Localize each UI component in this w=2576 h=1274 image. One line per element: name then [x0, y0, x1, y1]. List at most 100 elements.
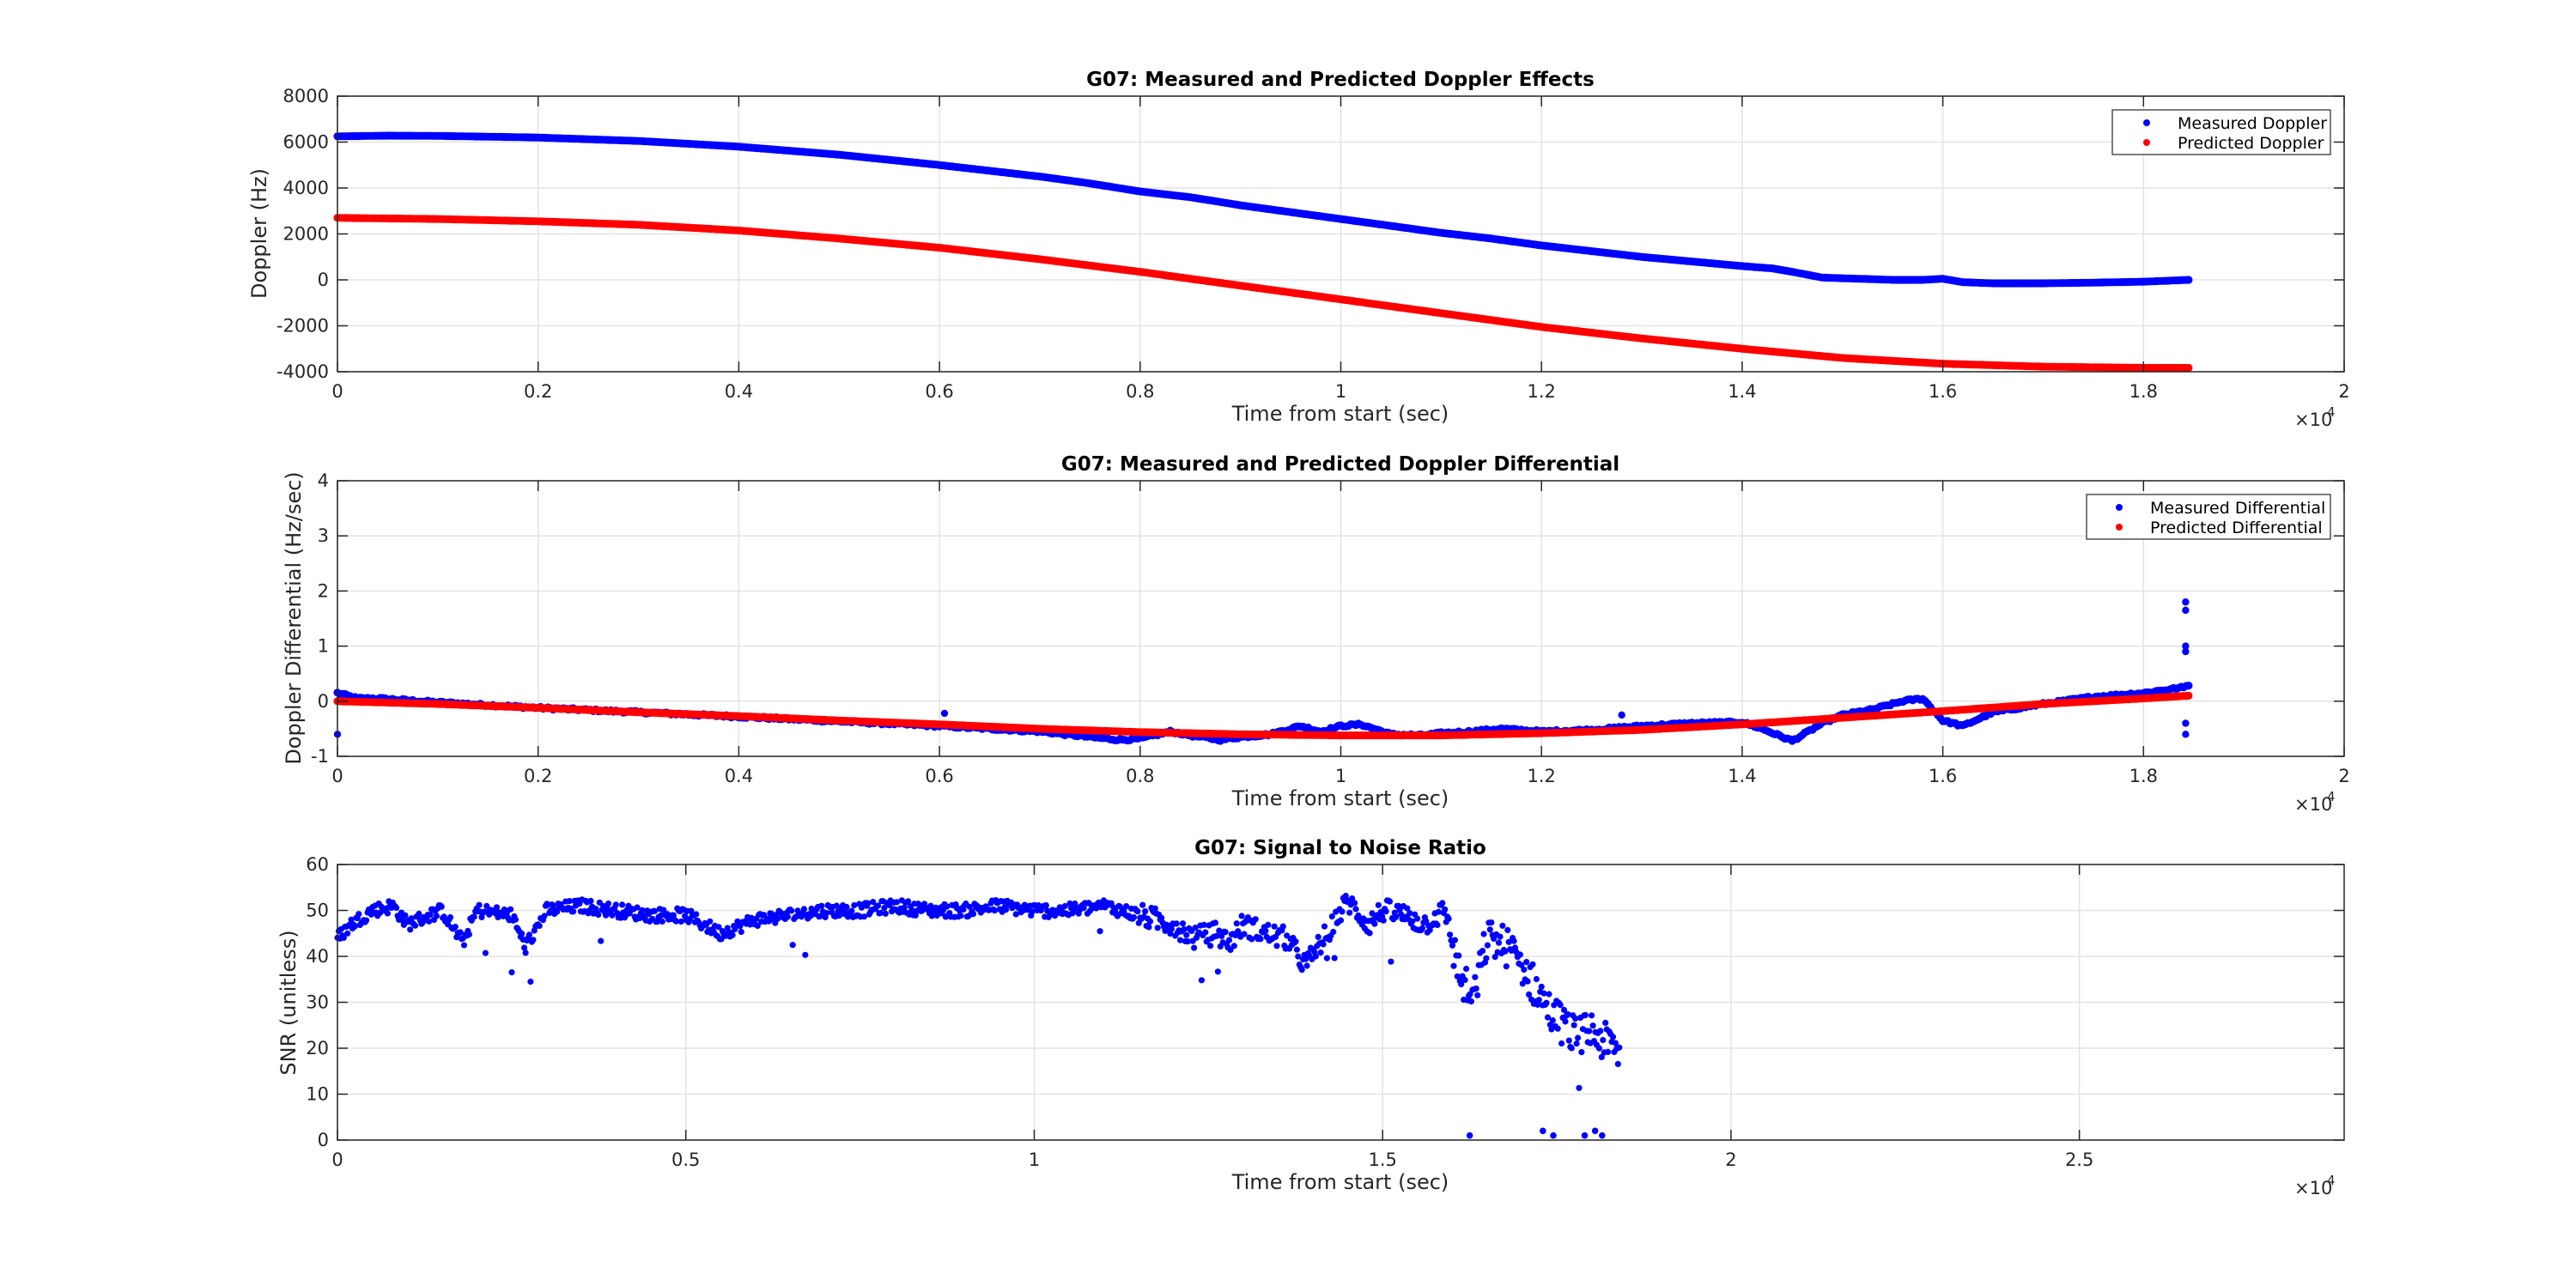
data-point: [1292, 938, 1299, 945]
data-point: [991, 907, 998, 914]
data-point: [1198, 977, 1205, 984]
data-point: [1293, 946, 1300, 953]
data-point: [1454, 973, 1461, 980]
snr-series: [334, 892, 1623, 1139]
data-point: [595, 911, 602, 919]
data-point: [944, 903, 951, 910]
data-point: [870, 899, 877, 906]
data-point: [438, 903, 445, 910]
data-point: [2184, 276, 2193, 284]
data-point: [1455, 952, 1462, 959]
data-point: [384, 910, 391, 917]
data-point: [587, 897, 594, 904]
data-point: [605, 901, 612, 907]
data-point: [1589, 1012, 1595, 1019]
data-point: [570, 908, 577, 915]
data-point: [818, 902, 825, 909]
measured-doppler-series: [333, 131, 2193, 288]
data-point: [1516, 951, 1523, 958]
data-point: [653, 919, 661, 925]
data-point: [1409, 918, 1416, 925]
low-snr-point: [1550, 1131, 1557, 1139]
x-tick-label: 1.4: [1728, 766, 1756, 786]
data-point: [1492, 954, 1498, 961]
data-point: [1042, 901, 1049, 909]
data-point: [493, 904, 501, 911]
data-point: [1303, 962, 1310, 969]
data-point: [1463, 965, 1470, 973]
data-point: [677, 918, 684, 925]
y-tick-label: 30: [306, 992, 329, 1013]
data-point: [1458, 980, 1465, 988]
data-point: [402, 912, 409, 919]
data-point: [507, 906, 514, 913]
data-point: [1241, 931, 1248, 937]
data-point: [1312, 953, 1319, 960]
data-point: [527, 978, 534, 986]
x-exponent-label: ×10 4: [2294, 789, 2336, 815]
x-tick-label: 1: [1335, 766, 1346, 786]
data-point: [877, 909, 884, 916]
data-point: [1158, 914, 1165, 921]
low-snr-point: [1591, 1127, 1599, 1135]
data-point: [619, 901, 626, 908]
data-point: [1371, 920, 1378, 927]
data-point: [670, 912, 677, 919]
data-point: [1568, 1045, 1575, 1052]
data-point: [348, 916, 355, 923]
data-series: [333, 131, 2193, 373]
x-tick-label: 0.8: [1126, 381, 1154, 402]
data-point: [476, 901, 483, 908]
data-point: [1523, 959, 1530, 966]
x-axis-label: Time from start (sec): [1231, 1170, 1449, 1194]
x-tick-label: 1.6: [1929, 766, 1957, 786]
data-point: [1323, 955, 1330, 962]
data-point: [1184, 938, 1191, 945]
x-tick-label: 1.2: [1527, 381, 1555, 402]
x-tick-label: 0: [331, 766, 343, 786]
data-point: [1558, 1040, 1565, 1047]
data-point: [1449, 942, 1456, 949]
data-point: [1524, 978, 1531, 985]
chart-title: G07: Measured and Predicted Doppler Diff…: [1061, 453, 1619, 476]
data-point: [1321, 923, 1328, 930]
data-point: [1216, 927, 1223, 934]
data-point: [865, 900, 872, 907]
data-point: [1145, 924, 1152, 931]
x-tick-label: 2: [2338, 381, 2349, 402]
data-point: [1419, 925, 1425, 931]
data-point: [460, 942, 468, 949]
data-point: [1337, 917, 1345, 924]
outlier-point: [2182, 606, 2190, 615]
low-snr-point: [1466, 1131, 1473, 1139]
data-point: [1404, 905, 1411, 912]
data-point: [1315, 933, 1321, 940]
data-point: [1273, 943, 1280, 949]
data-point: [1439, 900, 1446, 907]
legend-marker-predicted: [2143, 139, 2150, 146]
data-point: [1146, 918, 1154, 925]
data-point: [1238, 913, 1245, 919]
y-tick-label: 0: [318, 691, 329, 712]
y-tick-label: -2000: [276, 316, 329, 337]
data-point: [426, 918, 433, 925]
data-point: [1535, 997, 1542, 1004]
y-tick-label: 60: [306, 854, 329, 875]
x-exponent-label: ×10 4: [2294, 404, 2336, 430]
data-point: [554, 908, 561, 915]
y-tick-label: 4: [318, 470, 329, 491]
y-tick-label: 3: [318, 525, 329, 546]
data-point: [1249, 936, 1255, 943]
data-point: [860, 913, 868, 920]
data-point: [1589, 1022, 1596, 1029]
data-point: [1375, 901, 1382, 908]
data-point: [639, 907, 646, 913]
data-point: [433, 913, 440, 919]
data-point: [427, 912, 434, 919]
data-point: [2184, 363, 2193, 373]
data-point: [1139, 901, 1146, 908]
data-point: [1225, 937, 1233, 943]
outlier-point: [2182, 598, 2190, 606]
y-tick-label: 4000: [283, 178, 329, 198]
data-point: [802, 951, 809, 958]
